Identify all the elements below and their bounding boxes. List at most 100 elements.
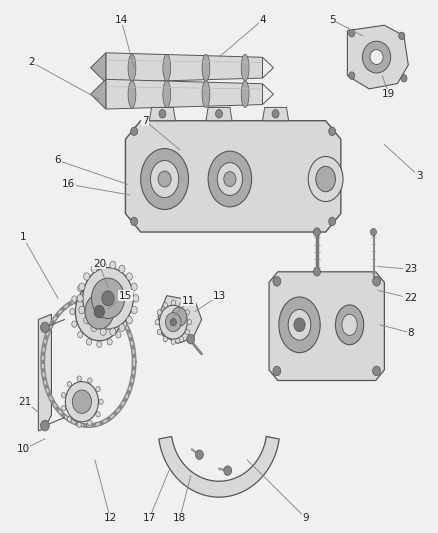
Circle shape <box>131 127 138 135</box>
Circle shape <box>187 334 194 344</box>
Polygon shape <box>159 437 279 497</box>
Ellipse shape <box>316 166 336 192</box>
Circle shape <box>349 29 355 37</box>
Circle shape <box>97 276 102 282</box>
Ellipse shape <box>342 314 357 335</box>
Ellipse shape <box>150 160 179 198</box>
Circle shape <box>97 341 102 348</box>
Circle shape <box>314 228 321 236</box>
Circle shape <box>159 110 166 118</box>
Circle shape <box>102 291 114 306</box>
Circle shape <box>72 296 77 302</box>
Ellipse shape <box>202 54 210 81</box>
Polygon shape <box>262 84 273 104</box>
Circle shape <box>110 261 116 269</box>
Circle shape <box>41 420 49 431</box>
Circle shape <box>91 265 97 273</box>
Polygon shape <box>91 53 106 83</box>
Circle shape <box>88 421 92 425</box>
Polygon shape <box>106 79 262 109</box>
Polygon shape <box>262 57 273 78</box>
Circle shape <box>157 310 162 315</box>
Ellipse shape <box>308 157 343 201</box>
Circle shape <box>328 217 336 225</box>
Ellipse shape <box>241 54 249 81</box>
Text: 13: 13 <box>212 290 226 301</box>
Text: 18: 18 <box>173 513 187 523</box>
Circle shape <box>77 422 81 427</box>
Circle shape <box>122 321 127 327</box>
Ellipse shape <box>241 81 249 108</box>
Text: 22: 22 <box>404 293 417 303</box>
Circle shape <box>215 110 223 118</box>
Circle shape <box>179 336 184 342</box>
Circle shape <box>171 308 187 326</box>
Circle shape <box>371 228 377 236</box>
Circle shape <box>170 318 177 326</box>
Circle shape <box>99 399 103 405</box>
Polygon shape <box>262 108 289 120</box>
Circle shape <box>96 386 100 392</box>
Circle shape <box>116 285 121 292</box>
Circle shape <box>179 303 184 308</box>
Polygon shape <box>106 53 262 83</box>
Circle shape <box>272 110 279 118</box>
Circle shape <box>373 277 381 286</box>
Ellipse shape <box>370 50 383 64</box>
Circle shape <box>72 321 77 327</box>
Circle shape <box>70 309 75 315</box>
Circle shape <box>78 285 83 292</box>
Circle shape <box>399 32 405 39</box>
Circle shape <box>61 392 66 398</box>
Circle shape <box>163 336 167 342</box>
Ellipse shape <box>163 54 171 81</box>
Circle shape <box>126 273 132 280</box>
Circle shape <box>158 171 171 187</box>
Circle shape <box>187 319 191 325</box>
Circle shape <box>131 306 137 313</box>
Circle shape <box>77 376 81 381</box>
Circle shape <box>131 283 137 290</box>
Ellipse shape <box>202 81 210 108</box>
Text: 7: 7 <box>142 116 148 126</box>
Text: 12: 12 <box>103 513 117 523</box>
Circle shape <box>166 313 181 332</box>
Circle shape <box>65 382 99 422</box>
Circle shape <box>224 172 236 187</box>
Text: 20: 20 <box>93 259 106 269</box>
Polygon shape <box>91 79 106 109</box>
Circle shape <box>72 390 92 414</box>
Circle shape <box>85 294 114 329</box>
Ellipse shape <box>362 41 391 73</box>
Text: 3: 3 <box>416 172 423 181</box>
Text: 9: 9 <box>303 513 309 523</box>
Circle shape <box>84 273 90 280</box>
Text: 5: 5 <box>329 15 336 25</box>
Ellipse shape <box>336 305 364 345</box>
Circle shape <box>373 366 381 376</box>
Text: 15: 15 <box>119 290 132 301</box>
Ellipse shape <box>163 81 171 108</box>
Circle shape <box>61 406 66 411</box>
Circle shape <box>116 332 121 338</box>
Ellipse shape <box>128 54 136 81</box>
Circle shape <box>349 72 355 79</box>
Circle shape <box>86 339 92 345</box>
Ellipse shape <box>279 297 320 353</box>
Circle shape <box>163 303 167 308</box>
Circle shape <box>100 328 106 335</box>
Circle shape <box>107 339 112 345</box>
Circle shape <box>84 317 90 324</box>
Text: 21: 21 <box>19 397 32 407</box>
Circle shape <box>122 296 127 302</box>
Circle shape <box>83 268 133 329</box>
Circle shape <box>155 319 159 325</box>
Text: 17: 17 <box>143 513 156 523</box>
Ellipse shape <box>208 151 252 207</box>
Circle shape <box>133 295 139 302</box>
Circle shape <box>88 378 92 383</box>
Circle shape <box>195 450 203 459</box>
Circle shape <box>328 127 336 135</box>
Polygon shape <box>158 296 201 343</box>
Circle shape <box>273 277 281 286</box>
